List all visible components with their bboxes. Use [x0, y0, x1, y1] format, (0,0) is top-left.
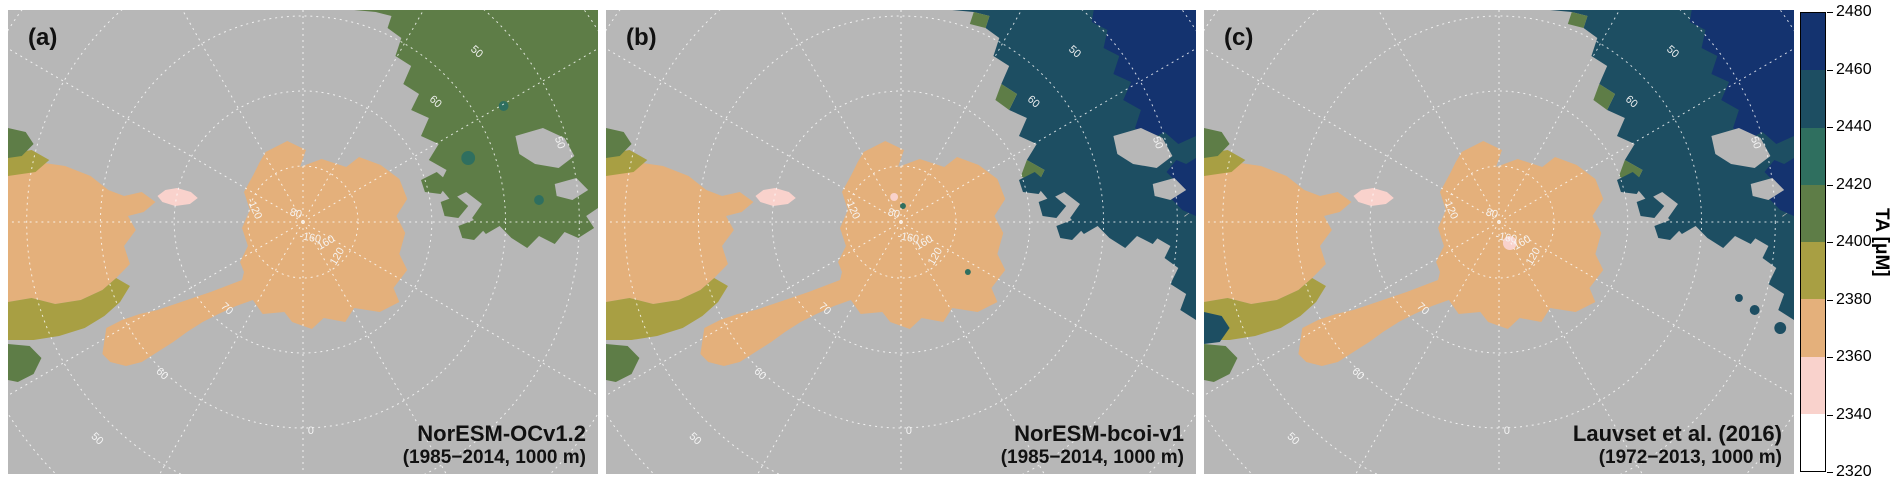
colorbar-segment: [1801, 413, 1825, 471]
colorbar-segment: [1801, 70, 1825, 128]
dataset-name-a: NorESM-OCv1.2: [417, 421, 586, 447]
colorbar-title: TA [μM]: [1871, 207, 1892, 277]
panel-caption-c: Lauvset et al. (2016) (1972−2013, 1000 m…: [1572, 421, 1782, 468]
colorbar-segment: [1801, 356, 1825, 414]
dataset-name-c: Lauvset et al. (2016): [1572, 421, 1782, 447]
map-a: [8, 10, 598, 474]
map-b: [606, 10, 1196, 474]
colorbar-tick-label: 2480: [1827, 3, 1872, 20]
colorbar-segment: [1801, 299, 1825, 357]
colorbar-tick-label: 2400: [1827, 233, 1872, 250]
colorbar-tick-label: 2360: [1827, 348, 1872, 365]
dataset-period-c: (1972−2013, 1000 m): [1598, 446, 1782, 468]
colorbar-segment: [1801, 242, 1825, 300]
panel-label-b: (b): [626, 24, 657, 51]
colorbar-tick-label: 2460: [1827, 60, 1872, 78]
dataset-period-a: (1985−2014, 1000 m): [402, 446, 586, 468]
panel-c: (c) Lauvset et al. (2016) (1972−2013, 10…: [1204, 10, 1794, 474]
colorbar-segment: [1801, 13, 1825, 71]
colorbar-strip: [1800, 12, 1826, 472]
colorbar-tick-label: 2440: [1827, 118, 1872, 135]
panel-b: (b) NorESM-bcoi-v1 (1985−2014, 1000 m): [606, 10, 1196, 474]
colorbar-tick-label: 2420: [1827, 175, 1872, 193]
panel-label-a: (a): [28, 24, 58, 51]
colorbar-tick-label: 2320: [1827, 463, 1872, 480]
colorbar-tick-label: 2380: [1827, 290, 1872, 308]
panel-caption-b: NorESM-bcoi-v1 (1985−2014, 1000 m): [1000, 421, 1184, 468]
region-pink-speck: [890, 193, 899, 201]
map-c: [1204, 10, 1794, 474]
colorbar-tick-label: 2340: [1827, 405, 1872, 423]
panel-label-c: (c): [1224, 24, 1254, 51]
dataset-name-b: NorESM-bcoi-v1: [1014, 421, 1184, 447]
panel-caption-a: NorESM-OCv1.2 (1985−2014, 1000 m): [402, 421, 586, 468]
colorbar-segment: [1801, 184, 1825, 242]
colorbar-segment: [1801, 127, 1825, 185]
panel-a: (a) NorESM-OCv1.2 (1985−2014, 1000 m): [8, 10, 598, 474]
colorbar-ticks: 2480 2460 2440 2420 2400 2380 2360 2340 2320: [1826, 3, 1872, 480]
dataset-period-b: (1985−2014, 1000 m): [1000, 446, 1184, 468]
